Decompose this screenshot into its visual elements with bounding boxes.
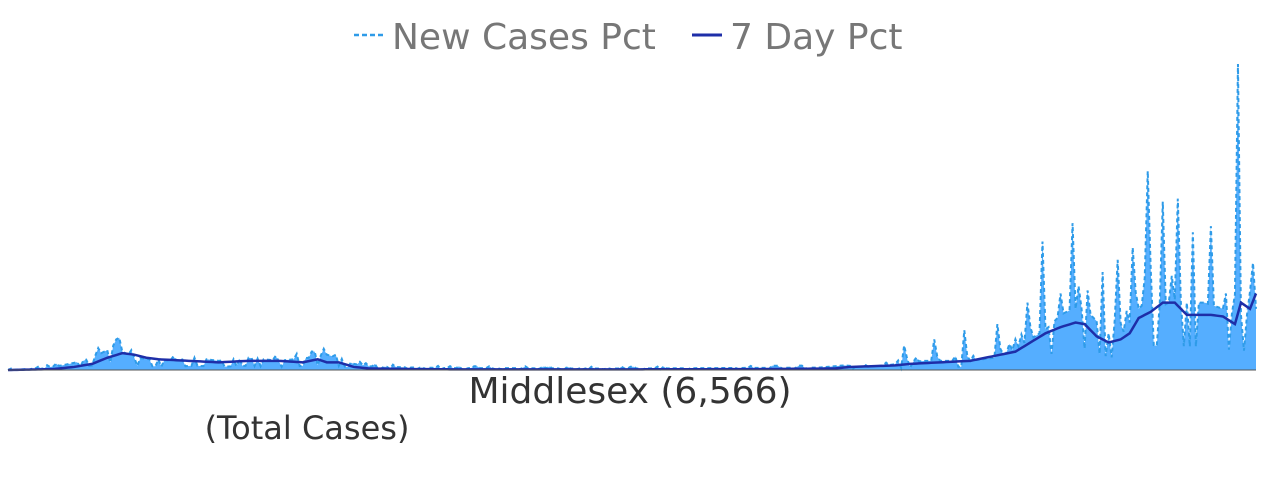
new-cases-area	[8, 64, 1256, 370]
chart-title: Middlesex (6,566)	[468, 371, 791, 412]
legend: New Cases Pct 7 Day Pct	[354, 17, 903, 58]
seven-day-line	[7, 293, 1258, 372]
new-cases-line	[7, 63, 1257, 372]
legend-label-7-day: 7 Day Pct	[730, 17, 903, 58]
plot-area	[7, 63, 1258, 372]
chart-subtitle: (Total Cases)	[205, 409, 410, 447]
legend-label-new-cases: New Cases Pct	[392, 17, 656, 58]
